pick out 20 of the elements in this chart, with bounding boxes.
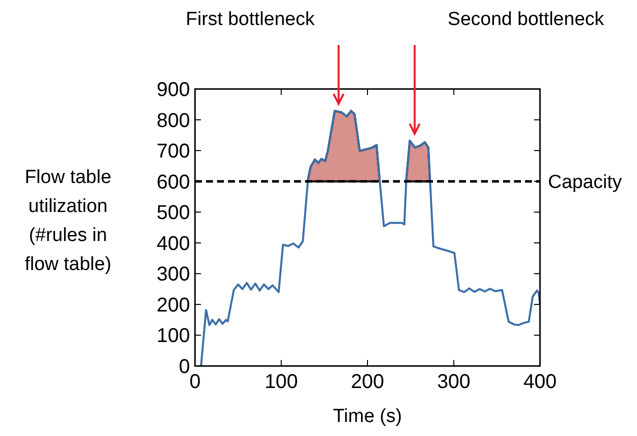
- y-tick-label: 0: [178, 356, 190, 378]
- y-tick-label: 500: [156, 202, 190, 224]
- x-tick-label: 200: [350, 371, 384, 393]
- y-tick-label: 900: [156, 79, 190, 101]
- x-tick-label: 300: [437, 371, 470, 393]
- y-tick-label: 200: [156, 294, 190, 316]
- x-axis-title: Time (s): [333, 406, 402, 427]
- y-tick-label: 300: [156, 264, 190, 286]
- y-tick-label: 600: [156, 171, 190, 194]
- y-axis-title: Flow table utilization (#rules in flow table): [24, 167, 112, 275]
- y-tick-label: 400: [156, 232, 190, 255]
- y-tick-label: 700: [156, 140, 190, 163]
- line-series: [200, 110, 541, 367]
- y-tick-label: 800: [156, 110, 190, 132]
- ref-line-label: Capacity: [548, 172, 622, 193]
- text: First bottleneck: [186, 9, 316, 30]
- text: Second bottleneck: [448, 9, 605, 30]
- x-tick-label: 400: [523, 371, 557, 393]
- y-tick-label: 100: [156, 325, 190, 348]
- x-tick-label: 100: [264, 371, 298, 393]
